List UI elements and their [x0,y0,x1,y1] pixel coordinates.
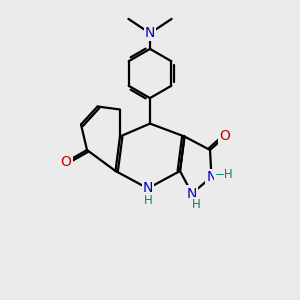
Text: O: O [61,155,71,169]
Text: H: H [192,198,201,212]
Text: H: H [143,194,152,208]
Text: N: N [206,170,217,184]
Text: N: N [143,182,153,195]
Text: N: N [145,26,155,40]
Text: N: N [187,187,197,200]
Text: O: O [220,130,230,143]
Text: N: N [145,26,155,40]
Text: −H: −H [215,168,233,181]
